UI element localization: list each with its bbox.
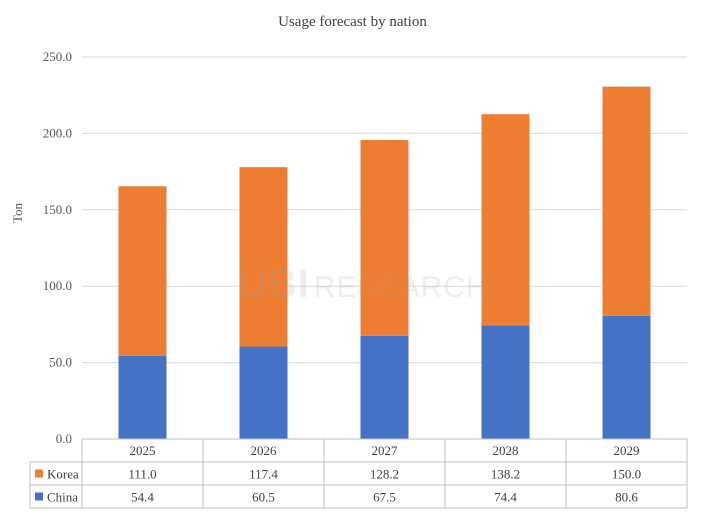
y-tick-label: 200.0 [43,125,72,140]
bar-korea [360,139,409,336]
x-tick-label: 2027 [372,443,399,458]
x-tick-label: 2028 [493,443,519,458]
legend-label-korea: Korea [47,467,79,482]
bar-korea [239,167,288,347]
bar-china [360,335,409,439]
legend-key-korea [35,469,43,478]
data-label: 67.5 [373,490,396,505]
bar-china [239,346,288,439]
bar-korea [602,86,651,316]
data-label: 60.5 [252,490,275,505]
data-label: 138.2 [491,467,520,482]
y-tick-label: 250.0 [43,49,72,64]
y-tick-label: 50.0 [49,355,72,370]
watermark-main: UBI [238,262,310,306]
data-label: 111.0 [128,467,156,482]
chart-title: Usage forecast by nation [278,14,427,30]
x-tick-label: 2026 [251,443,278,458]
y-tick-label: 0.0 [56,431,72,446]
x-tick-label: 2025 [130,443,156,458]
data-label: 150.0 [612,467,641,482]
watermark-logo: UBI RESEARCH [238,262,489,307]
bar-china [602,315,651,439]
data-label: 117.4 [249,467,278,482]
legend-key-china [35,492,43,501]
data-label: 128.2 [370,467,399,482]
y-tick-label: 150.0 [43,202,72,217]
data-label: 54.4 [131,490,154,505]
bar-china [118,355,167,439]
data-label: 80.6 [615,490,638,505]
legend-label-china: China [47,490,78,505]
watermark-sub: RESEARCH [313,271,489,304]
data-label: 74.4 [494,490,517,505]
bar-china [481,325,530,439]
bar-korea [118,186,167,356]
y-tick-label: 100.0 [43,278,72,293]
bar-korea [481,114,530,326]
x-tick-label: 2029 [614,443,640,458]
